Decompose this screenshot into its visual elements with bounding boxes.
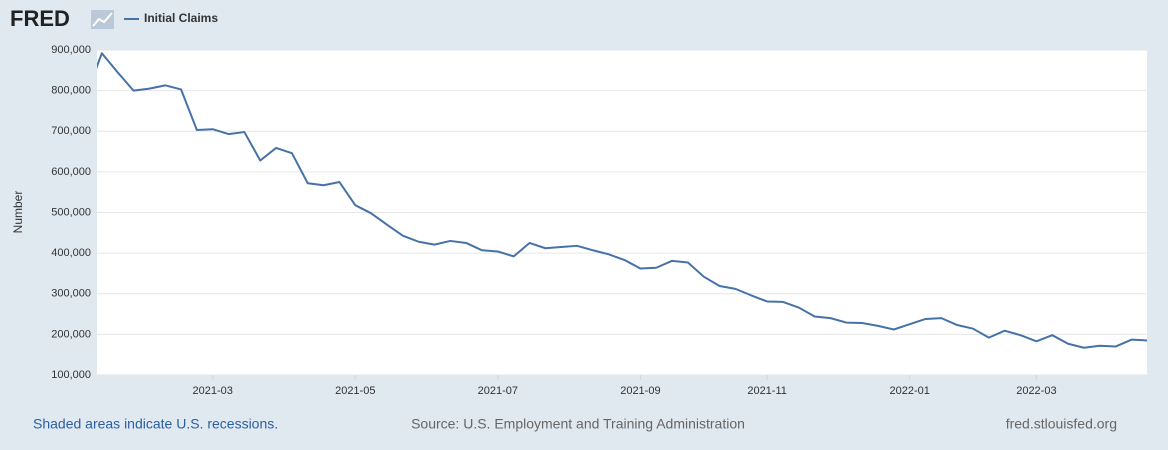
x-tick-label: 2021-05 — [335, 385, 375, 397]
y-tick-label: 200,000 — [51, 328, 91, 340]
x-tick-label: 2022-01 — [889, 385, 929, 397]
y-tick-label: 300,000 — [51, 288, 91, 300]
x-tick-label: 2022-03 — [1016, 385, 1056, 397]
legend-label: Initial Claims — [144, 11, 218, 25]
y-tick-label: 500,000 — [51, 206, 91, 218]
series — [97, 52, 1147, 349]
y-tick-label: 700,000 — [51, 125, 91, 137]
y-axis-label: Number — [11, 191, 25, 234]
y-tick-label: 900,000 — [51, 44, 91, 56]
x-tick-label: 2021-11 — [747, 385, 787, 397]
footer-url[interactable]: fred.stlouisfed.org — [1006, 416, 1117, 432]
x-tick-label: 2021-07 — [478, 385, 518, 397]
data-line — [97, 52, 1147, 349]
footer-note[interactable]: Shaded areas indicate U.S. recessions. — [33, 416, 278, 432]
y-tick-label: 100,000 — [51, 369, 91, 381]
y-tick-label: 600,000 — [51, 166, 91, 178]
logo-icon — [91, 10, 114, 29]
x-tick-label: 2021-09 — [620, 385, 660, 397]
y-tick-label: 800,000 — [51, 85, 91, 97]
y-tick-label: 400,000 — [51, 247, 91, 259]
logo: FRED — [10, 6, 70, 31]
x-tick-label: 2021-03 — [193, 385, 233, 397]
footer-source: Source: U.S. Employment and Training Adm… — [411, 416, 745, 432]
